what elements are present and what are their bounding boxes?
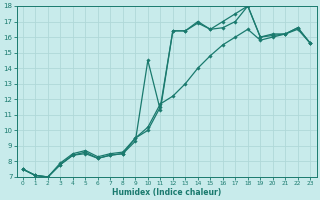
X-axis label: Humidex (Indice chaleur): Humidex (Indice chaleur) xyxy=(112,188,221,197)
